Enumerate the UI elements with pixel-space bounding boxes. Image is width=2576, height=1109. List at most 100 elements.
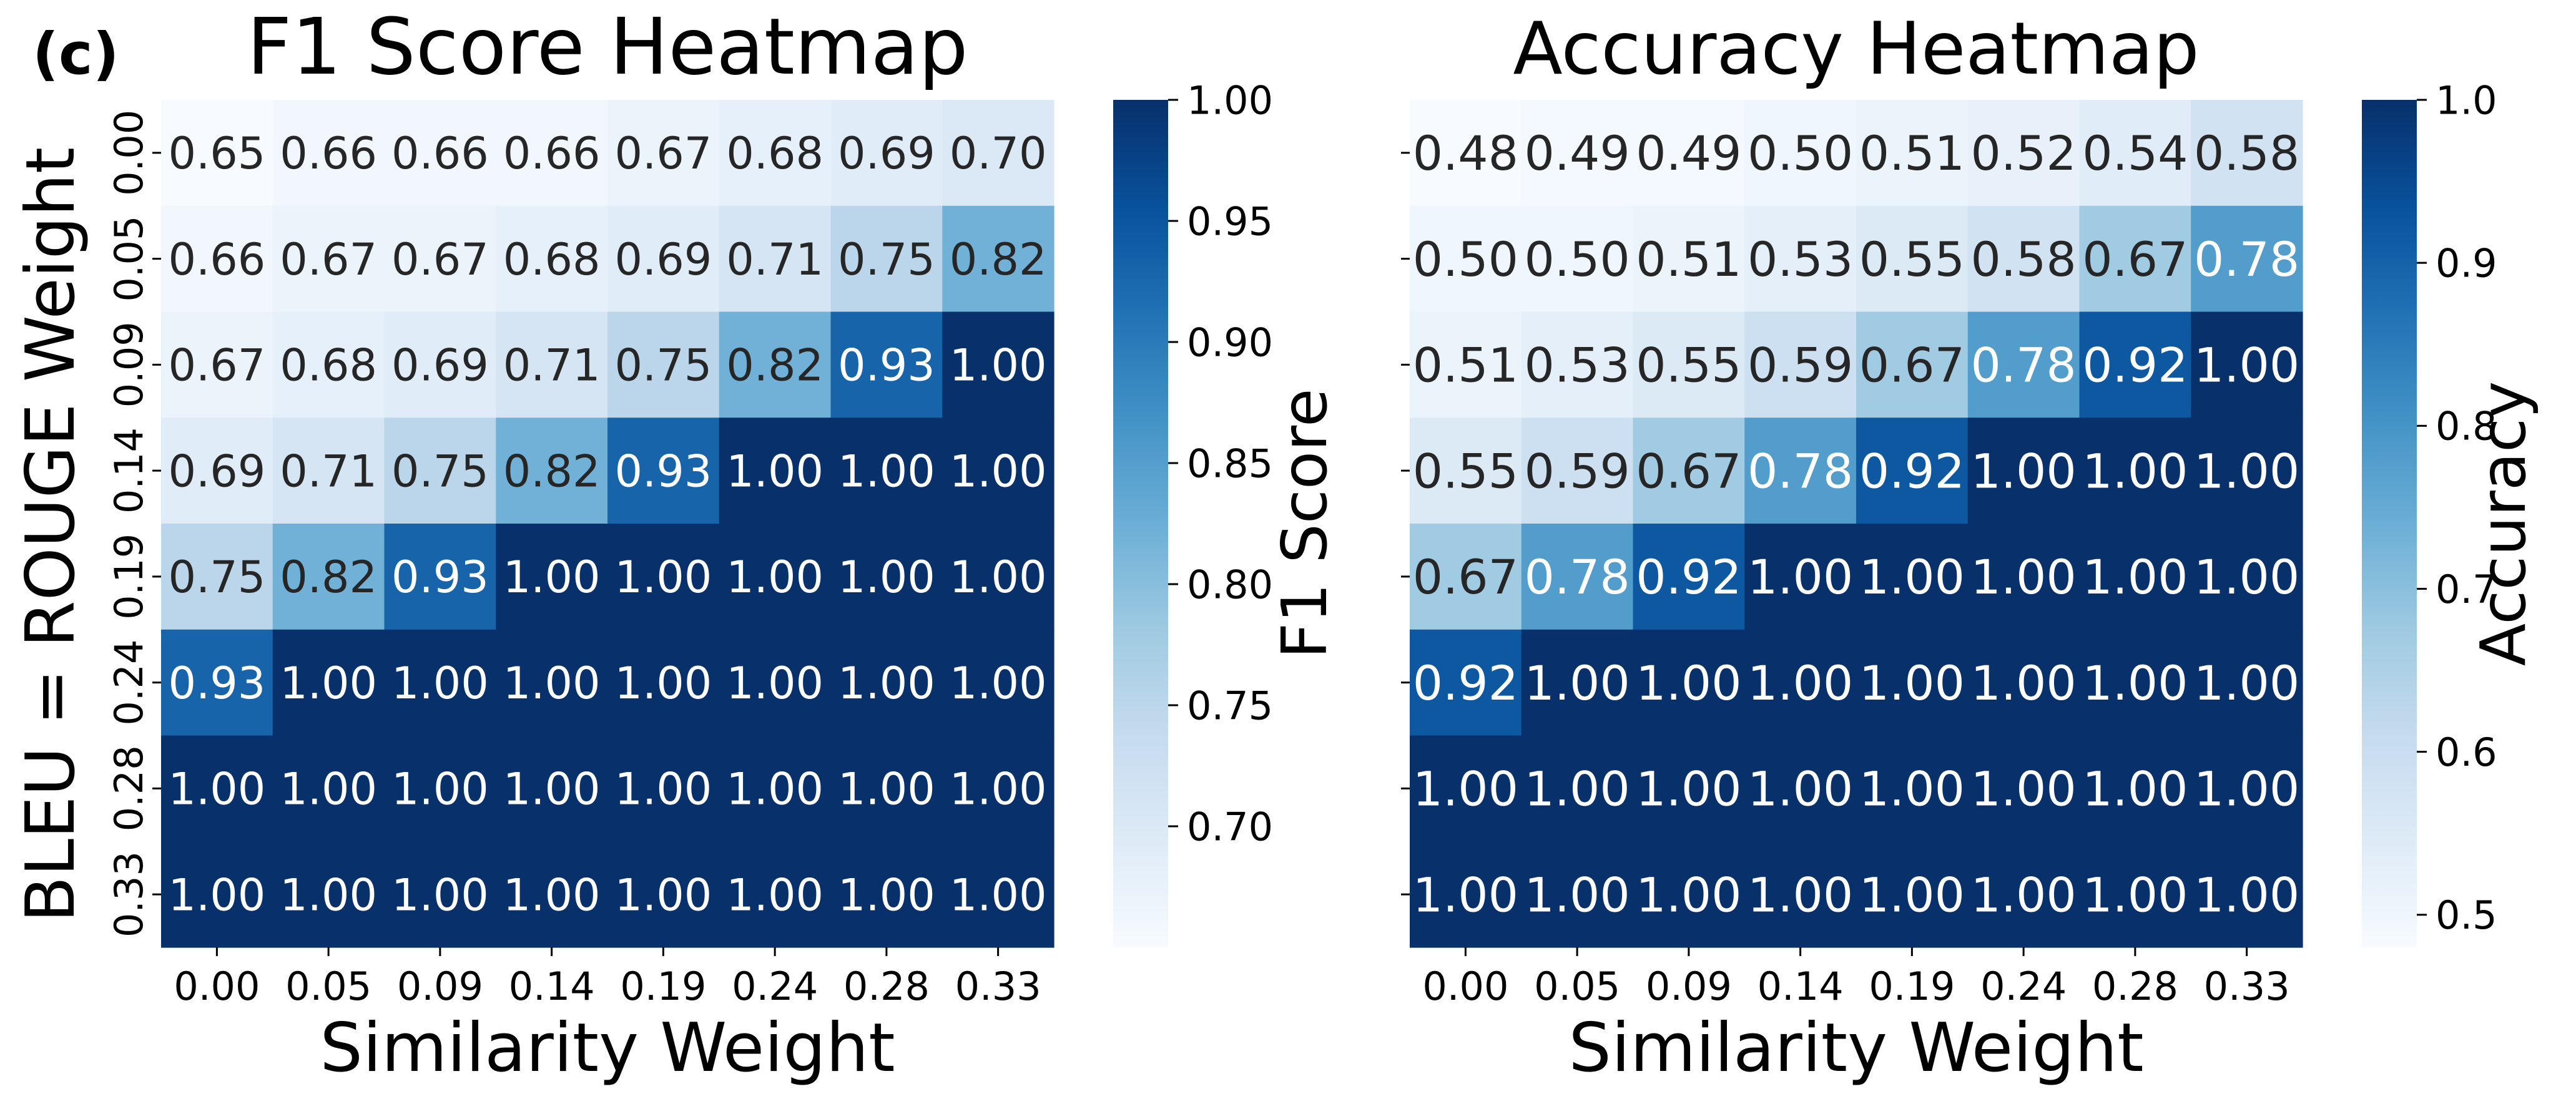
heatmap-cell	[942, 205, 1054, 313]
cell-value-label: 0.50	[1413, 232, 1518, 287]
heatmap-cell	[1856, 735, 1969, 842]
heatmap-cell	[1633, 735, 1745, 842]
colorbar-tick-label: 1.00	[1187, 77, 1273, 123]
colorbar-tick-label: 0.90	[1187, 320, 1273, 365]
heatmap-cell	[2079, 841, 2191, 948]
cell-value-label: 1.00	[1525, 761, 1630, 817]
cell-value-label: 1.00	[1859, 549, 1965, 605]
cell-value-label: 1.00	[1971, 655, 2077, 711]
heatmap-cell	[272, 311, 385, 418]
x-tick-label: 0.05	[285, 964, 371, 1009]
heatmap-cell	[1633, 524, 1745, 630]
cell-value-label: 0.51	[1413, 338, 1518, 393]
heatmap-cell	[1967, 524, 2080, 630]
cell-value-label: 1.00	[614, 658, 712, 709]
f1-heatmap-panel: F1 Score Heatmap 0.65 0.66 0.66 0.66 0.67 0.6…	[12, 2, 1341, 1087]
heatmap-cell	[496, 524, 608, 630]
cell-value-label: 1.00	[838, 764, 935, 815]
cell-value-label: 1.00	[2082, 655, 2188, 711]
cell-value-label: 0.82	[950, 234, 1047, 285]
cell-value-label: 0.66	[391, 128, 489, 179]
heatmap-cell	[1633, 418, 1745, 524]
heatmap-cell	[1521, 841, 1634, 948]
heatmap-cell	[719, 418, 832, 524]
cell-value-label: 1.00	[950, 340, 1047, 391]
heatmap-cell	[496, 100, 608, 207]
heatmap-cell	[384, 100, 496, 207]
heatmap-cell	[1410, 524, 1522, 630]
heatmap-cell	[2191, 629, 2303, 736]
heatmap-cell	[1410, 205, 1522, 313]
cell-value-label: 0.70	[950, 128, 1047, 179]
heatmap-cell	[161, 841, 273, 948]
x-tick-label: 0.09	[397, 964, 483, 1009]
heatmap-cell	[1967, 205, 2080, 313]
cell-value-label: 1.00	[503, 552, 601, 603]
heatmap-cell	[496, 629, 608, 736]
heatmap-cell	[161, 205, 273, 313]
x-tick-label: 0.33	[955, 964, 1041, 1009]
accuracy-x-ticks: 0.00 0.05 0.09 0.14 0.19 0.24 0.28 0.33	[1422, 947, 2290, 1009]
x-tick-label: 0.00	[1422, 964, 1508, 1009]
cell-value-label: 1.00	[1636, 655, 1741, 711]
cell-value-label: 1.00	[280, 658, 377, 709]
cell-value-label: 0.67	[2082, 232, 2188, 287]
cell-value-label: 0.67	[614, 128, 712, 179]
cell-value-label: 0.68	[726, 128, 823, 179]
heatmap-cell	[2079, 629, 2191, 736]
heatmap-cell	[2079, 311, 2191, 418]
y-tick-label: 0.19	[106, 534, 152, 620]
heatmap-cell	[161, 524, 273, 630]
x-tick-label: 0.19	[1869, 964, 1955, 1009]
heatmap-cell	[2079, 735, 2191, 842]
f1-heatmap-cells	[161, 100, 1054, 948]
cell-value-label: 1.00	[2194, 443, 2299, 499]
cell-value-label: 1.00	[503, 869, 601, 921]
heatmap-cell	[2079, 100, 2191, 207]
f1-colorbar-ticks: 0.70 0.75 0.80 0.85 0.90 0.95 1.00	[1168, 77, 1273, 849]
cell-value-label: 1.00	[1971, 549, 2077, 605]
cell-value-label: 1.00	[1636, 761, 1741, 817]
cell-value-label: 0.52	[1971, 125, 2077, 181]
cell-value-label: 0.68	[280, 340, 377, 391]
heatmap-cell	[272, 524, 385, 630]
heatmap-cell	[1744, 205, 1857, 313]
accuracy-y-ticks	[1401, 152, 1410, 896]
cell-value-label: 0.67	[1636, 443, 1741, 499]
colorbar-tick-label: 0.85	[1187, 441, 1273, 486]
cell-value-label: 1.00	[2194, 867, 2299, 922]
heatmap-cell	[942, 629, 1054, 736]
cell-value-label: 1.00	[614, 764, 712, 815]
accuracy-colorbar-label: Accuracy	[2467, 381, 2540, 667]
colorbar-tick-label: 0.8	[2436, 404, 2497, 449]
cell-value-label: 1.00	[1859, 655, 1965, 711]
accuracy-heatmap-panel: Accuracy Heatmap 0.48 0.49 0.49 0.50 0.51 0.5…	[1401, 7, 2540, 1087]
cell-value-label: 0.78	[2194, 232, 2299, 287]
cell-value-label: 1.00	[726, 869, 823, 921]
cell-value-label: 1.00	[168, 764, 265, 815]
heatmap-cell	[384, 841, 496, 948]
heatmap-cell	[1521, 311, 1634, 418]
y-tick-label: 0.28	[106, 745, 152, 831]
panel-label: (c)	[32, 21, 119, 87]
heatmap-cell	[2191, 311, 2303, 418]
cell-value-label: 0.67	[168, 340, 265, 391]
f1-chart-title: F1 Score Heatmap	[247, 2, 968, 92]
f1-x-ticks: 0.00 0.05 0.09 0.14 0.19 0.24 0.28 0.33	[174, 947, 1041, 1009]
colorbar-tick-label: 0.5	[2436, 892, 2497, 938]
cell-value-label: 0.49	[1525, 125, 1630, 181]
heatmap-cell	[272, 205, 385, 313]
heatmap-cell	[607, 841, 720, 948]
heatmap-cell	[830, 735, 943, 842]
heatmap-cell	[1521, 524, 1634, 630]
cell-value-label: 1.00	[391, 869, 489, 921]
cell-value-label: 0.67	[1413, 549, 1518, 605]
cell-value-label: 0.66	[503, 128, 601, 179]
cell-value-label: 1.00	[726, 658, 823, 709]
heatmap-cell	[1856, 100, 1969, 207]
cell-value-label: 0.58	[1971, 232, 2077, 287]
heatmap-cell	[942, 100, 1054, 207]
accuracy-colorbar	[2362, 100, 2417, 947]
heatmap-cell	[496, 841, 608, 948]
